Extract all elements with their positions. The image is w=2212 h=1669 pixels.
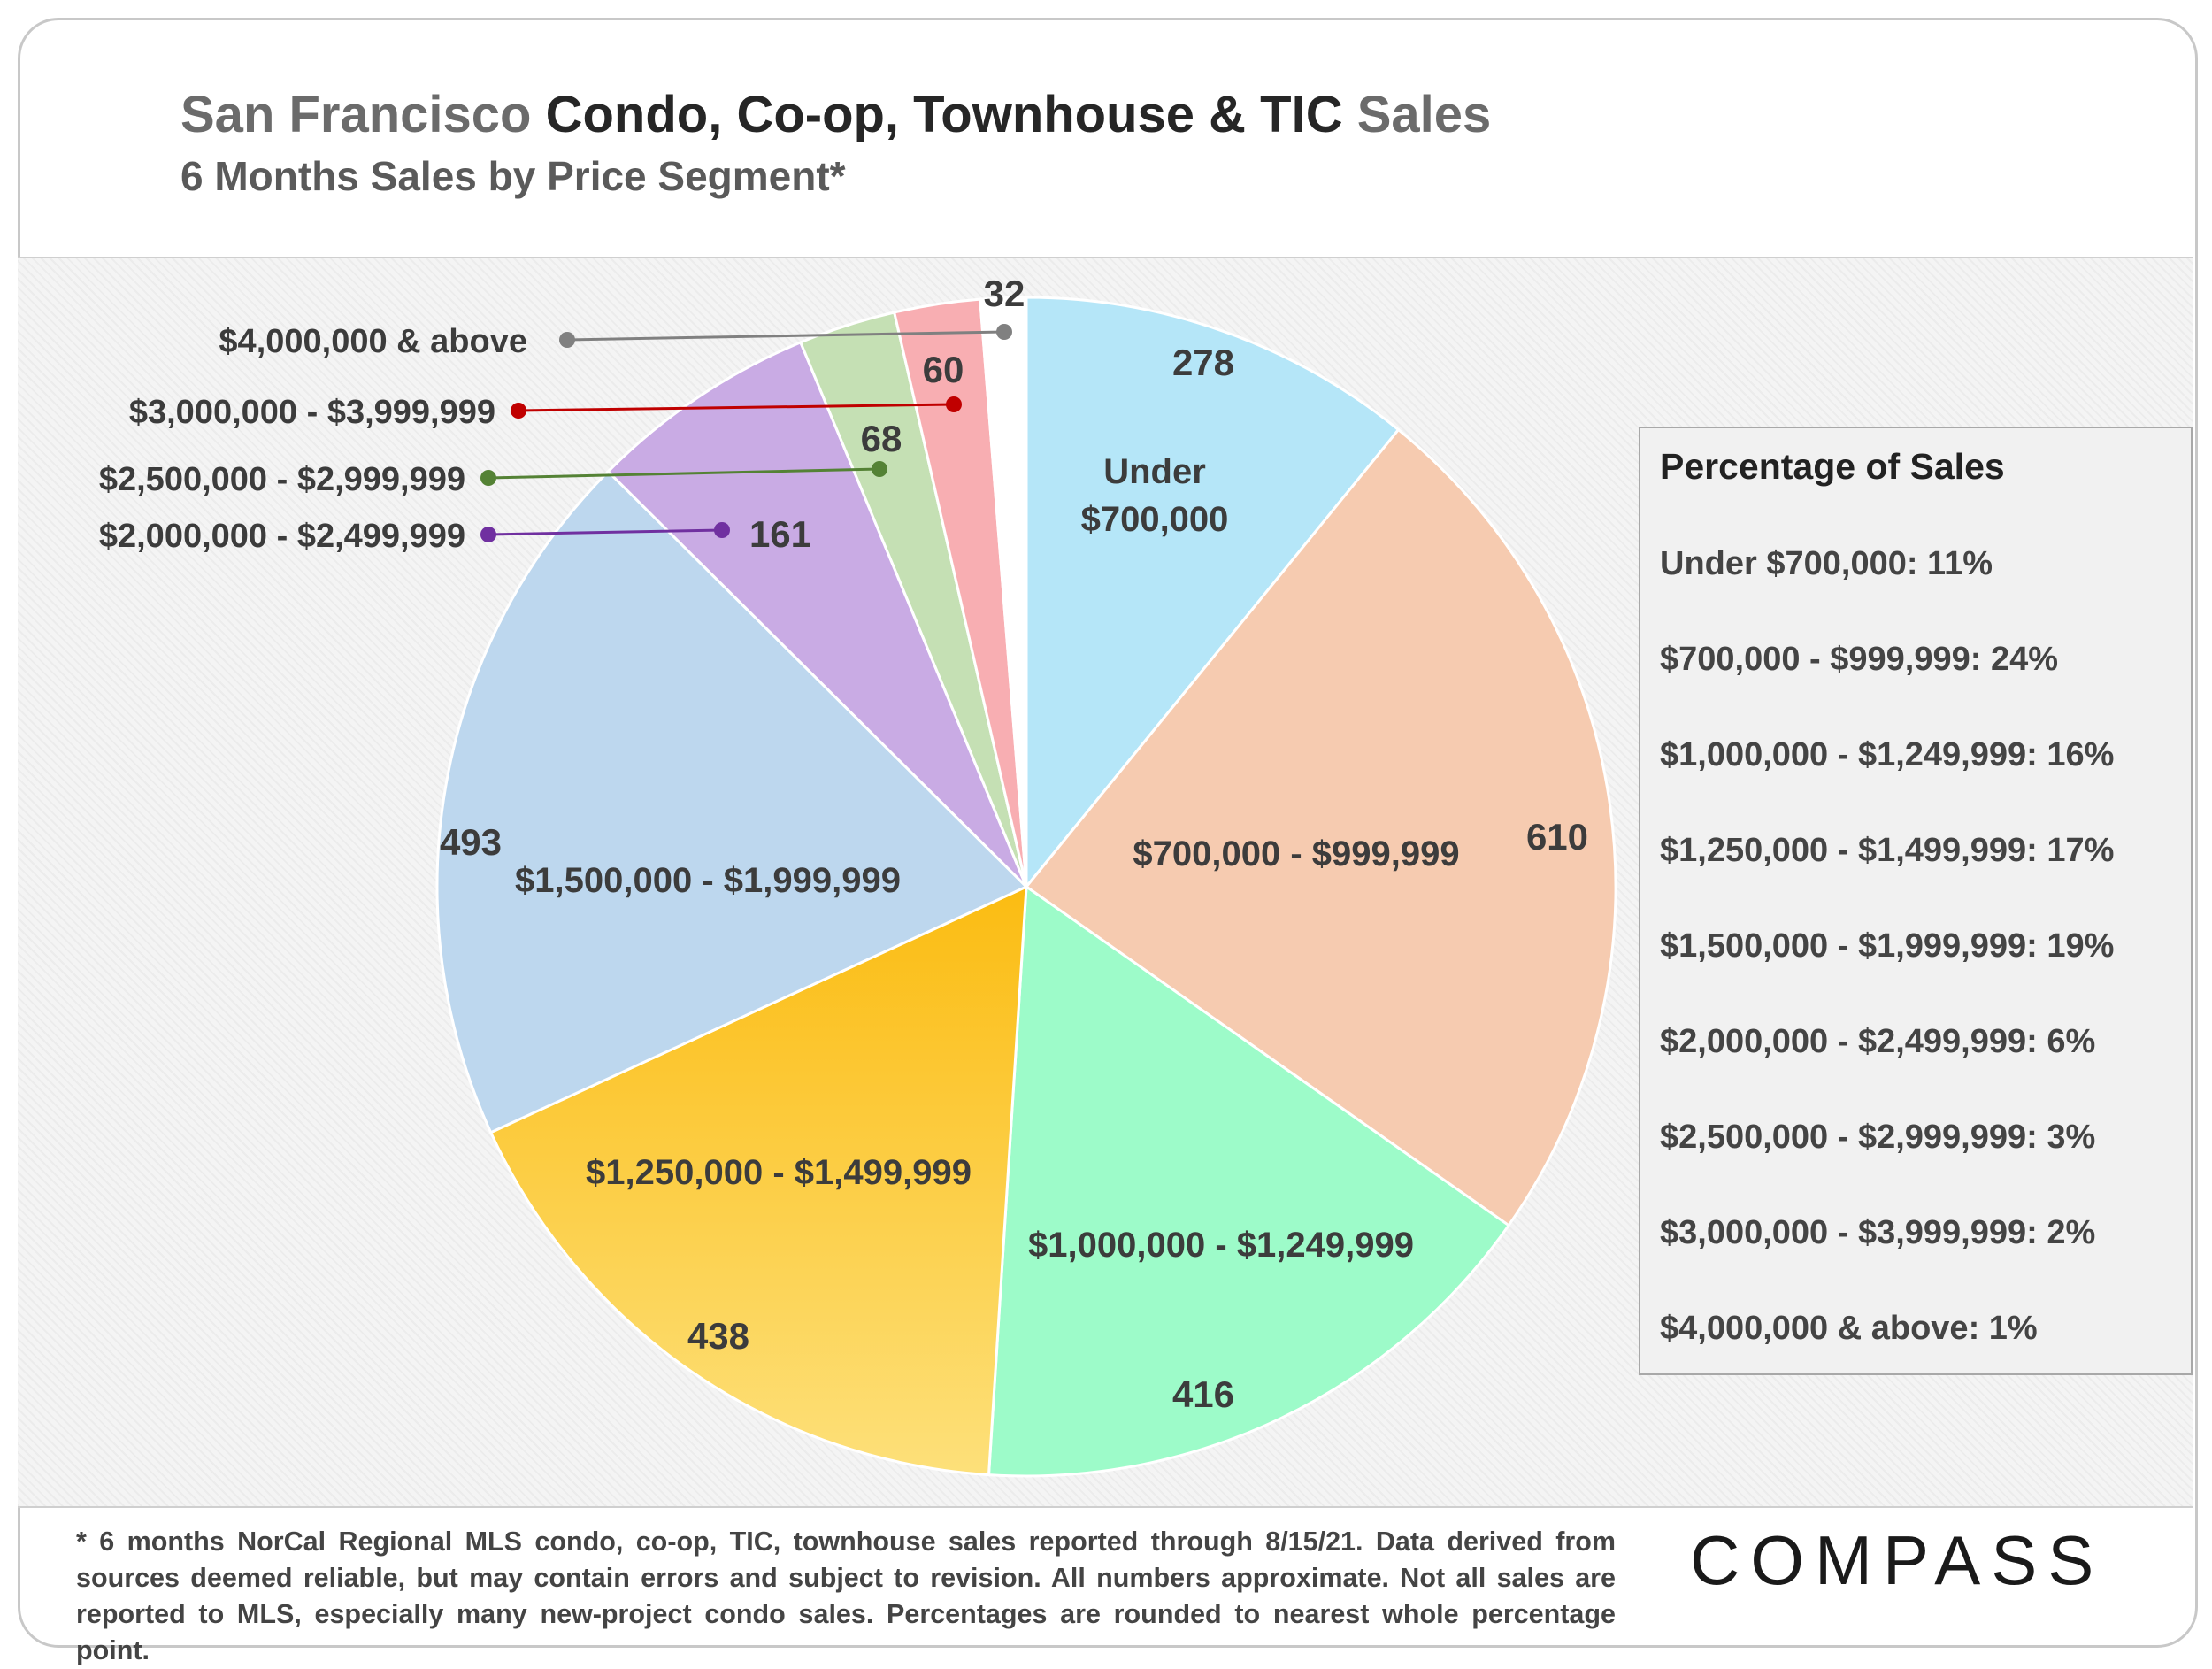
pie-slice-1-250-000-1-499-999 (488, 884, 1028, 1477)
slice-value-label: 278 (1172, 342, 1234, 383)
slice-value-label: 32 (984, 273, 1025, 314)
callout-category-label: $2,500,000 - $2,999,999 (99, 461, 465, 498)
pie-slice-700-000-999-999 (1024, 427, 1617, 1227)
slice-category-label: $700,000 - $999,999 (1133, 834, 1459, 873)
chart-subtitle: 6 Months Sales by Price Segment* (180, 153, 846, 199)
legend-entry: $2,000,000 - $2,499,999: 6% (1660, 1023, 2096, 1060)
legend-entry: $700,000 - $999,999: 24% (1660, 641, 2059, 678)
callout-dot (480, 527, 496, 542)
pie-slice-4-000-000-above (979, 296, 1028, 888)
slice-value-label: 610 (1526, 816, 1588, 858)
slice-value-label: 68 (861, 418, 902, 459)
slice-category-label: Under (1103, 452, 1206, 491)
legend-entry: Under $700,000: 11% (1660, 545, 1993, 582)
pie-slice-1-500-000-1-999-999 (435, 469, 1029, 1134)
chart-title: San Francisco Condo, Co-op, Townhouse & … (180, 85, 1491, 144)
title-part-city: San Francisco (180, 86, 532, 143)
slice-value-label: 493 (440, 821, 502, 863)
callout-dot (872, 461, 887, 477)
compass-logo: COMPASS (1690, 1521, 2105, 1599)
footnote: * 6 months NorCal Regional MLS condo, co… (76, 1527, 1616, 1665)
title-part-sales: Sales (1356, 86, 1492, 143)
legend-title: Percentage of Sales (1660, 446, 2005, 487)
callout-dot (511, 403, 526, 419)
slice-category-label: $700,000 (1081, 500, 1229, 539)
slice-value-label: 416 (1172, 1373, 1234, 1415)
legend-entry: $4,000,000 & above: 1% (1660, 1310, 2038, 1347)
callout-leader-line (488, 528, 723, 536)
legend-entry: $2,500,000 - $2,999,999: 3% (1660, 1119, 2096, 1156)
percentage-legend-box: Percentage of Sales Under $700,000: 11% $… (1639, 427, 2193, 1375)
slice-category-label: $1,000,000 - $1,249,999 (1028, 1226, 1414, 1265)
slice-value-label: 438 (687, 1315, 749, 1357)
slice-category-label: $1,250,000 - $1,499,999 (586, 1153, 972, 1192)
callout-category-label: $3,000,000 - $3,999,999 (129, 394, 495, 431)
legend-entry: $1,000,000 - $1,249,999: 16% (1660, 736, 2115, 773)
callout-leader-line (566, 330, 1005, 342)
callout-dot (480, 470, 496, 486)
callout-dot (946, 396, 962, 412)
callout-category-label: $2,000,000 - $2,499,999 (99, 518, 465, 555)
pie-chart: 278 Under $700,000 610 $700,000 - $999,999 41… (99, 273, 1617, 1478)
slice-value-label: 161 (749, 513, 811, 555)
legend-entry: $1,500,000 - $1,999,999: 19% (1660, 927, 2115, 965)
callout-dot (996, 324, 1012, 340)
callout-dot (559, 332, 575, 348)
callout-leader-line (518, 403, 955, 412)
slice-value-label: 60 (923, 349, 964, 390)
callout-dot (714, 522, 730, 538)
pie-slice-2-000-000-2-499-999 (606, 340, 1028, 888)
legend-entry: $1,250,000 - $1,499,999: 17% (1660, 832, 2115, 869)
callout-category-label: $4,000,000 & above (219, 323, 527, 360)
title-part-types: Condo, Co-op, Townhouse & TIC (545, 86, 1343, 143)
pie-slice-under-700-000 (1025, 296, 1401, 891)
slice-category-label: $1,500,000 - $1,999,999 (515, 861, 901, 900)
callout-leader-line (488, 467, 880, 480)
legend-entry: $3,000,000 - $3,999,999: 2% (1660, 1214, 2096, 1251)
pie-slice-1-000-000-1-249-999 (987, 884, 1511, 1478)
